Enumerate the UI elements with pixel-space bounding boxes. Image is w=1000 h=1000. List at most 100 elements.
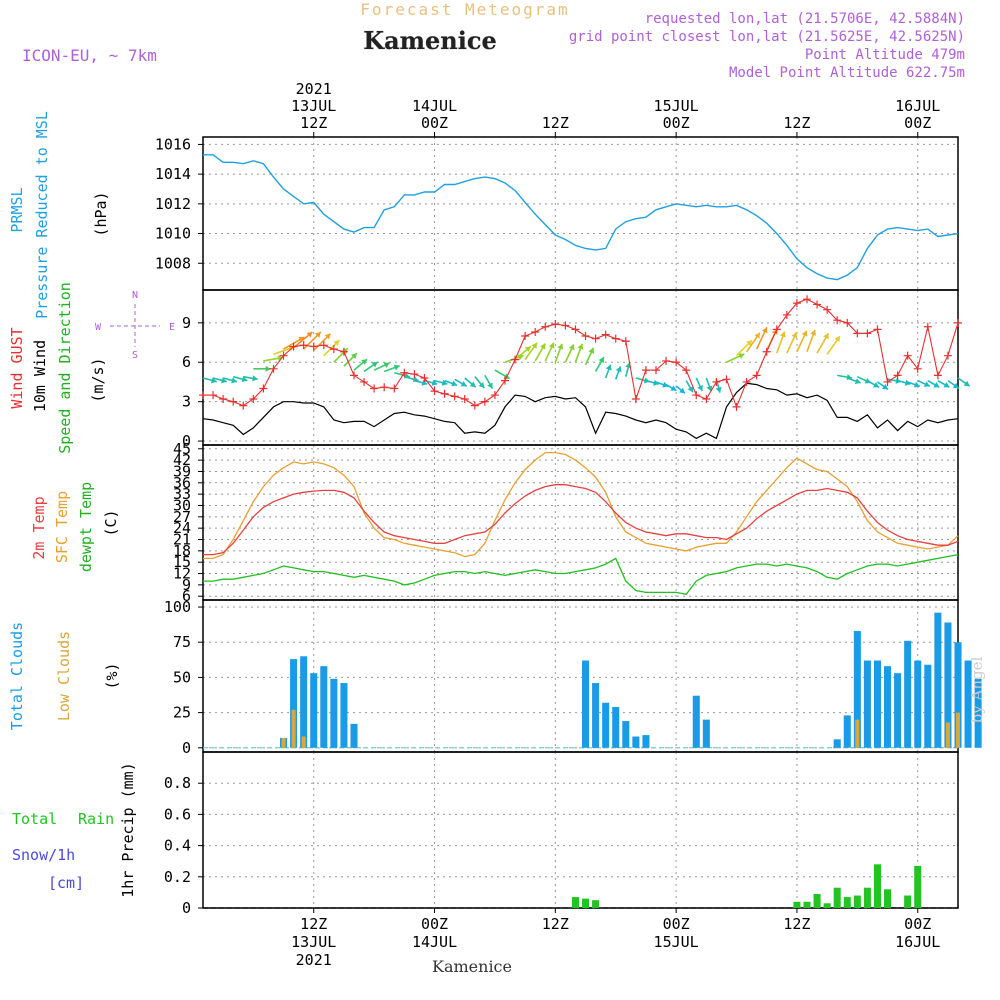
bottom-time-label: 12Z: [783, 915, 810, 933]
bottom-time-label: 00Z: [421, 915, 448, 933]
total-cloud-bar: [954, 642, 962, 748]
gust-marker: [581, 331, 590, 340]
rain-bar: [914, 865, 922, 908]
total-cloud-bar: [843, 715, 851, 748]
total-cloud-bar: [642, 735, 650, 748]
total-cloud-bar: [934, 612, 942, 748]
wind-arrow-head: [746, 340, 753, 347]
rain-label-1: Total: [12, 810, 57, 828]
wind-panel: 0 3 6 9: [182, 289, 971, 450]
ytick-label: 9: [182, 314, 191, 332]
gust-marker: [954, 318, 962, 327]
ytick-label: 0: [182, 739, 191, 757]
total-cloud-bar: [320, 666, 328, 748]
gust-marker: [903, 351, 912, 360]
top-time-label: 12Z: [542, 114, 569, 132]
gust-marker: [803, 295, 811, 304]
bottom-time-label: 2021: [296, 951, 332, 969]
low-cloud-bar: [955, 712, 961, 748]
top-time-label: 16JUL: [895, 97, 940, 115]
gust-marker: [239, 401, 248, 410]
gust-marker: [722, 375, 731, 384]
wind-arrow-head: [371, 361, 378, 368]
ytick-label: 15: [173, 553, 191, 571]
ytick-label: 50: [173, 668, 191, 686]
total-cloud-bar: [944, 622, 952, 748]
total-cloud-bar: [884, 666, 892, 748]
wind-arrow-head: [779, 331, 786, 338]
total-cloud-bar: [300, 656, 308, 748]
top-time-label: 15JUL: [654, 97, 699, 115]
wind-arrow-head: [469, 381, 476, 388]
top-time-label: 00Z: [421, 114, 448, 132]
wind-arrow-head: [662, 381, 669, 388]
gust-marker: [813, 300, 822, 309]
bottom-time-label: 16JUL: [895, 933, 940, 951]
ytick-label: 21: [173, 531, 191, 549]
rain-bar: [582, 898, 590, 908]
bottom-time-label: 14JUL: [412, 933, 457, 951]
gust-marker: [732, 402, 741, 411]
footer-location: Kamenice: [432, 957, 512, 976]
wind-arrow-head: [568, 344, 575, 351]
ytick-label: 33: [173, 485, 191, 503]
ytick-label: 3: [182, 393, 191, 411]
wind-arrow-head: [872, 382, 879, 388]
wind-arrow-head: [952, 382, 959, 389]
rain-label-2: Rain: [78, 810, 114, 828]
gust-marker: [682, 366, 691, 375]
ytick-label: 6: [182, 353, 191, 371]
ytick-label: 24: [173, 519, 191, 537]
clouds-unit: (%): [103, 662, 121, 689]
rain-bar: [843, 897, 851, 908]
wind-arrow-head: [679, 387, 685, 394]
gust-marker: [752, 371, 761, 380]
gust-marker: [400, 368, 409, 377]
wind-arrow-head: [314, 332, 321, 338]
low-cloud-bar: [855, 719, 860, 748]
gust-marker: [501, 376, 509, 385]
gust-marker: [843, 318, 852, 327]
ytick-label: 12: [173, 565, 191, 583]
pressure-frame: [202, 136, 959, 291]
low-cloud-bar: [281, 737, 286, 748]
gust-marker: [913, 364, 922, 373]
sfc-label: SFC Temp: [53, 491, 71, 563]
wind-arrow-head: [557, 343, 564, 350]
gust-marker: [702, 395, 711, 404]
gust-marker: [853, 329, 862, 338]
wind-arrow-head: [277, 355, 284, 362]
gust-marker: [521, 331, 530, 340]
wind-arrow-head: [540, 343, 546, 350]
ytick-label: 39: [173, 462, 191, 480]
pressure-unit: (hPa): [92, 191, 110, 236]
wind-arrow-head: [761, 327, 768, 334]
compass-west: W: [95, 322, 102, 333]
wind-arrow-head: [393, 364, 400, 371]
total-cloud-bar: [330, 678, 338, 748]
gust-marker: [219, 395, 228, 404]
gust-marker: [319, 341, 328, 350]
wind-arrow-head: [738, 353, 745, 359]
t2m-line: [203, 484, 959, 556]
wind-arrow-head: [210, 377, 217, 384]
ytick-label: 75: [173, 633, 191, 651]
gust-marker: [440, 389, 449, 398]
gust-marker: [199, 391, 207, 400]
ytick-label: 30: [173, 496, 191, 514]
top-time-label: 14JUL: [412, 97, 457, 115]
total-cloud-bar: [290, 659, 298, 748]
gust-marker: [782, 310, 791, 319]
wind-arrow-head: [715, 386, 722, 393]
total-cloud-bar: [873, 660, 881, 748]
ytick-label: 27: [173, 508, 191, 526]
total-cloud-bar: [924, 664, 932, 748]
gust-marker: [883, 377, 892, 386]
model-name: ICON-EU, ~ 7km: [22, 46, 157, 65]
gust-marker: [672, 358, 681, 367]
precip-unit: 1hr Precip (mm): [119, 762, 137, 897]
ytick-label: 42: [173, 451, 191, 469]
ytick-label: 6: [182, 587, 191, 605]
